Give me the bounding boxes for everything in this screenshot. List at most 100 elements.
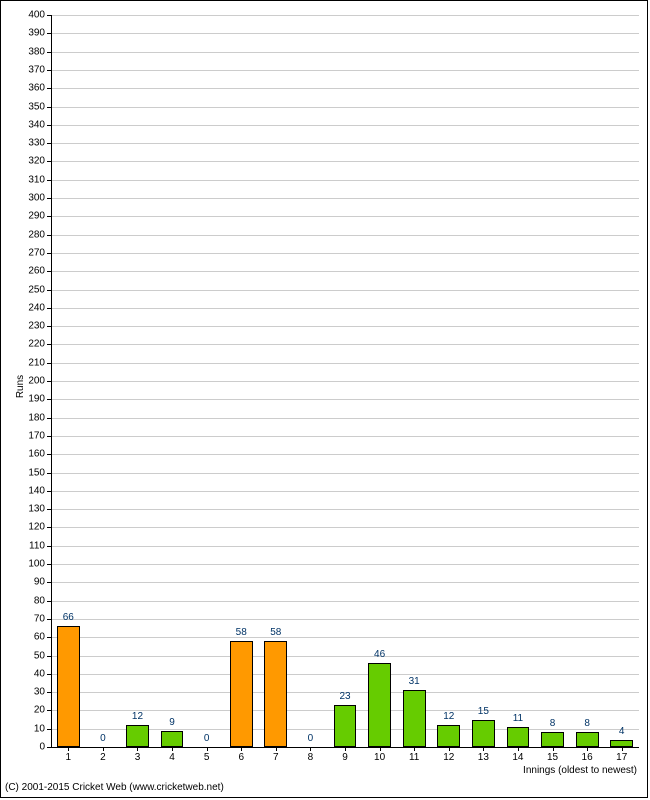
x-tick-label: 15	[547, 752, 558, 763]
y-tick-label: 0	[39, 742, 45, 753]
x-tick-mark	[310, 747, 311, 751]
y-tick-label: 270	[28, 247, 45, 258]
y-tick-label: 360	[28, 83, 45, 94]
gridline	[51, 509, 639, 510]
y-tick-label: 370	[28, 64, 45, 75]
gridline	[51, 491, 639, 492]
y-tick-label: 280	[28, 229, 45, 240]
y-axis-line	[51, 15, 52, 747]
bar	[437, 725, 460, 747]
y-tick-label: 240	[28, 302, 45, 313]
x-tick-label: 17	[616, 752, 627, 763]
gridline	[51, 33, 639, 34]
bar-value-label: 12	[443, 711, 454, 722]
bar	[507, 727, 530, 747]
y-tick-label: 290	[28, 211, 45, 222]
bar	[264, 641, 287, 747]
bar-value-label: 58	[270, 627, 281, 638]
gridline	[51, 344, 639, 345]
copyright-text: (C) 2001-2015 Cricket Web (www.cricketwe…	[5, 782, 224, 793]
x-tick-mark	[68, 747, 69, 751]
x-tick-mark	[553, 747, 554, 751]
x-tick-label: 12	[443, 752, 454, 763]
x-tick-label: 5	[204, 752, 210, 763]
x-tick-mark	[518, 747, 519, 751]
bar-value-label: 0	[204, 733, 210, 744]
bar-value-label: 0	[100, 733, 106, 744]
y-tick-label: 70	[34, 613, 45, 624]
x-tick-label: 13	[478, 752, 489, 763]
y-tick-label: 150	[28, 467, 45, 478]
x-tick-label: 16	[582, 752, 593, 763]
x-tick-mark	[414, 747, 415, 751]
gridline	[51, 161, 639, 162]
bar-value-label: 8	[584, 718, 590, 729]
x-tick-mark	[172, 747, 173, 751]
x-tick-mark	[207, 747, 208, 751]
x-tick-label: 6	[238, 752, 244, 763]
gridline	[51, 235, 639, 236]
y-tick-label: 390	[28, 28, 45, 39]
y-tick-label: 80	[34, 595, 45, 606]
y-tick-label: 20	[34, 705, 45, 716]
x-tick-mark	[103, 747, 104, 751]
x-tick-label: 14	[512, 752, 523, 763]
bar	[230, 641, 253, 747]
gridline	[51, 674, 639, 675]
gridline	[51, 564, 639, 565]
bar	[161, 731, 184, 747]
gridline	[51, 601, 639, 602]
y-tick-label: 100	[28, 559, 45, 570]
y-tick-label: 260	[28, 266, 45, 277]
gridline	[51, 399, 639, 400]
gridline	[51, 656, 639, 657]
y-tick-label: 400	[28, 10, 45, 21]
y-tick-label: 380	[28, 46, 45, 57]
y-tick-label: 40	[34, 668, 45, 679]
bar-value-label: 11	[513, 713, 523, 724]
y-tick-label: 330	[28, 138, 45, 149]
x-tick-label: 2	[100, 752, 106, 763]
gridline	[51, 216, 639, 217]
x-tick-mark	[483, 747, 484, 751]
bar-value-label: 58	[236, 627, 247, 638]
bar	[126, 725, 149, 747]
y-tick-label: 340	[28, 119, 45, 130]
y-tick-label: 250	[28, 284, 45, 295]
x-tick-label: 11	[409, 752, 419, 763]
chart-container: 0102030405060708090100110120130140150160…	[0, 0, 648, 798]
gridline	[51, 15, 639, 16]
x-tick-label: 10	[374, 752, 385, 763]
y-tick-label: 350	[28, 101, 45, 112]
bar	[57, 626, 80, 747]
y-tick-label: 180	[28, 412, 45, 423]
bar	[610, 740, 633, 747]
x-tick-label: 7	[273, 752, 279, 763]
x-tick-mark	[276, 747, 277, 751]
bar-value-label: 23	[339, 691, 350, 702]
gridline	[51, 125, 639, 126]
y-axis-title: Runs	[15, 375, 26, 398]
gridline	[51, 454, 639, 455]
y-tick-label: 160	[28, 449, 45, 460]
gridline	[51, 582, 639, 583]
x-tick-label: 1	[66, 752, 72, 763]
bar	[368, 663, 391, 747]
gridline	[51, 473, 639, 474]
y-tick-label: 60	[34, 632, 45, 643]
gridline	[51, 271, 639, 272]
x-tick-label: 4	[169, 752, 175, 763]
gridline	[51, 198, 639, 199]
bar	[334, 705, 357, 747]
y-tick-label: 200	[28, 376, 45, 387]
y-tick-label: 140	[28, 485, 45, 496]
y-tick-label: 50	[34, 650, 45, 661]
gridline	[51, 619, 639, 620]
x-tick-mark	[587, 747, 588, 751]
y-tick-label: 170	[28, 430, 45, 441]
x-tick-label: 3	[135, 752, 141, 763]
bar-value-label: 66	[63, 612, 74, 623]
bar-value-label: 9	[169, 717, 175, 728]
gridline	[51, 253, 639, 254]
x-tick-mark	[137, 747, 138, 751]
